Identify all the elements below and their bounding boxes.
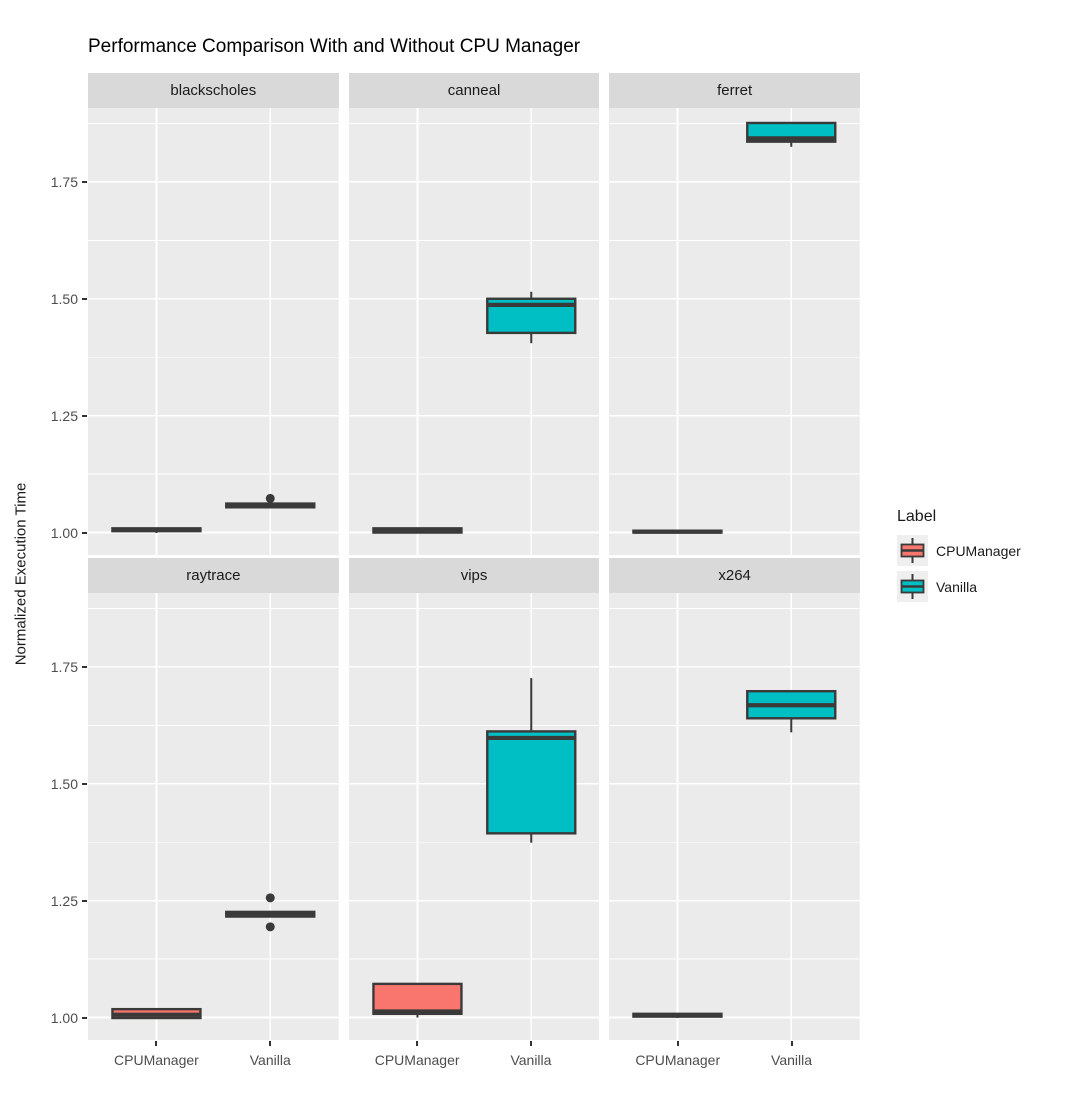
box-vips-CPUManager bbox=[371, 982, 463, 1018]
x-tick-label: Vanilla bbox=[510, 1052, 552, 1068]
facet-strip-canneal: canneal bbox=[348, 73, 600, 108]
y-tick-label: 1.25 bbox=[50, 892, 78, 909]
legend-item-label: Vanilla bbox=[936, 578, 977, 595]
y-axis-tick bbox=[82, 531, 87, 534]
x-tick-label: CPUManager bbox=[114, 1052, 199, 1068]
facet-strip-raytrace: raytrace bbox=[88, 558, 339, 593]
legend-title: Label bbox=[897, 508, 937, 525]
outlier-point bbox=[265, 493, 275, 503]
y-tick-label: 1.00 bbox=[50, 524, 78, 541]
legend-items: CPUManager Vanilla bbox=[897, 535, 1021, 602]
x-axis-tick bbox=[416, 1041, 419, 1046]
outlier-point bbox=[265, 893, 275, 903]
box-ferret-CPUManager bbox=[632, 529, 723, 534]
facet-panel-x264 bbox=[609, 593, 860, 1040]
box-canneal-Vanilla bbox=[485, 291, 577, 344]
x-axis-tick bbox=[155, 1041, 158, 1046]
x-tick-label: CPUManager bbox=[635, 1052, 721, 1068]
box-blackscholes-CPUManager bbox=[111, 527, 202, 534]
legend-item-label: CPUManager bbox=[936, 542, 1021, 559]
y-tick-label: 1.75 bbox=[50, 173, 78, 190]
box-ferret-Vanilla bbox=[746, 121, 837, 147]
y-tick-label: 1.00 bbox=[50, 1009, 78, 1026]
boxplot-key-icon bbox=[897, 535, 928, 566]
box-blackscholes-Vanilla bbox=[225, 493, 316, 509]
box-x264-Vanilla bbox=[746, 689, 837, 733]
x-tick-label: Vanilla bbox=[771, 1052, 813, 1068]
box-vips-Vanilla bbox=[485, 678, 577, 843]
chart-title: Performance Comparison With and Without … bbox=[88, 36, 581, 57]
boxplot-key-icon bbox=[897, 571, 928, 602]
facet-panel-blackscholes bbox=[88, 108, 339, 555]
x-axis-tick bbox=[790, 1041, 793, 1046]
y-axis-tick bbox=[82, 665, 87, 668]
facet-strip-x264: x264 bbox=[609, 558, 860, 593]
facet-panel-canneal bbox=[348, 108, 600, 555]
outlier-point bbox=[265, 922, 275, 932]
facet-strip-vips: vips bbox=[348, 558, 600, 593]
facet-panel-ferret bbox=[609, 108, 860, 555]
facet-strip-blackscholes: blackscholes bbox=[88, 73, 339, 108]
y-axis-tick bbox=[82, 782, 87, 785]
y-axis-tick bbox=[82, 1016, 87, 1019]
x-axis-tick bbox=[269, 1041, 272, 1046]
legend-item-vanilla: Vanilla bbox=[897, 571, 1021, 602]
y-tick-label: 1.50 bbox=[50, 290, 78, 307]
y-axis-title: Normalized Execution Time bbox=[12, 482, 30, 666]
box-x264-CPUManager bbox=[632, 1012, 723, 1019]
box-raytrace-CPUManager bbox=[111, 1007, 202, 1020]
y-axis-tick bbox=[82, 297, 87, 300]
y-tick-label: 1.50 bbox=[50, 775, 78, 792]
facet-panel-raytrace bbox=[88, 593, 339, 1040]
legend-item-cpumanager: CPUManager bbox=[897, 535, 1021, 566]
y-axis-tick bbox=[82, 414, 87, 417]
facet-strip-ferret: ferret bbox=[609, 73, 860, 108]
box-raytrace-Vanilla bbox=[225, 893, 316, 932]
legend: Label CPUManager Vanilla bbox=[897, 508, 1021, 607]
y-axis-tick bbox=[82, 899, 87, 902]
x-axis-tick bbox=[529, 1041, 532, 1046]
facet-panel-vips bbox=[348, 593, 600, 1040]
y-tick-label: 1.75 bbox=[50, 658, 78, 675]
x-axis-tick bbox=[676, 1041, 679, 1046]
box-canneal-CPUManager bbox=[371, 527, 463, 534]
y-axis-tick bbox=[82, 180, 87, 183]
x-tick-label: Vanilla bbox=[249, 1052, 291, 1068]
x-tick-label: CPUManager bbox=[374, 1052, 460, 1068]
y-tick-label: 1.25 bbox=[50, 407, 78, 424]
